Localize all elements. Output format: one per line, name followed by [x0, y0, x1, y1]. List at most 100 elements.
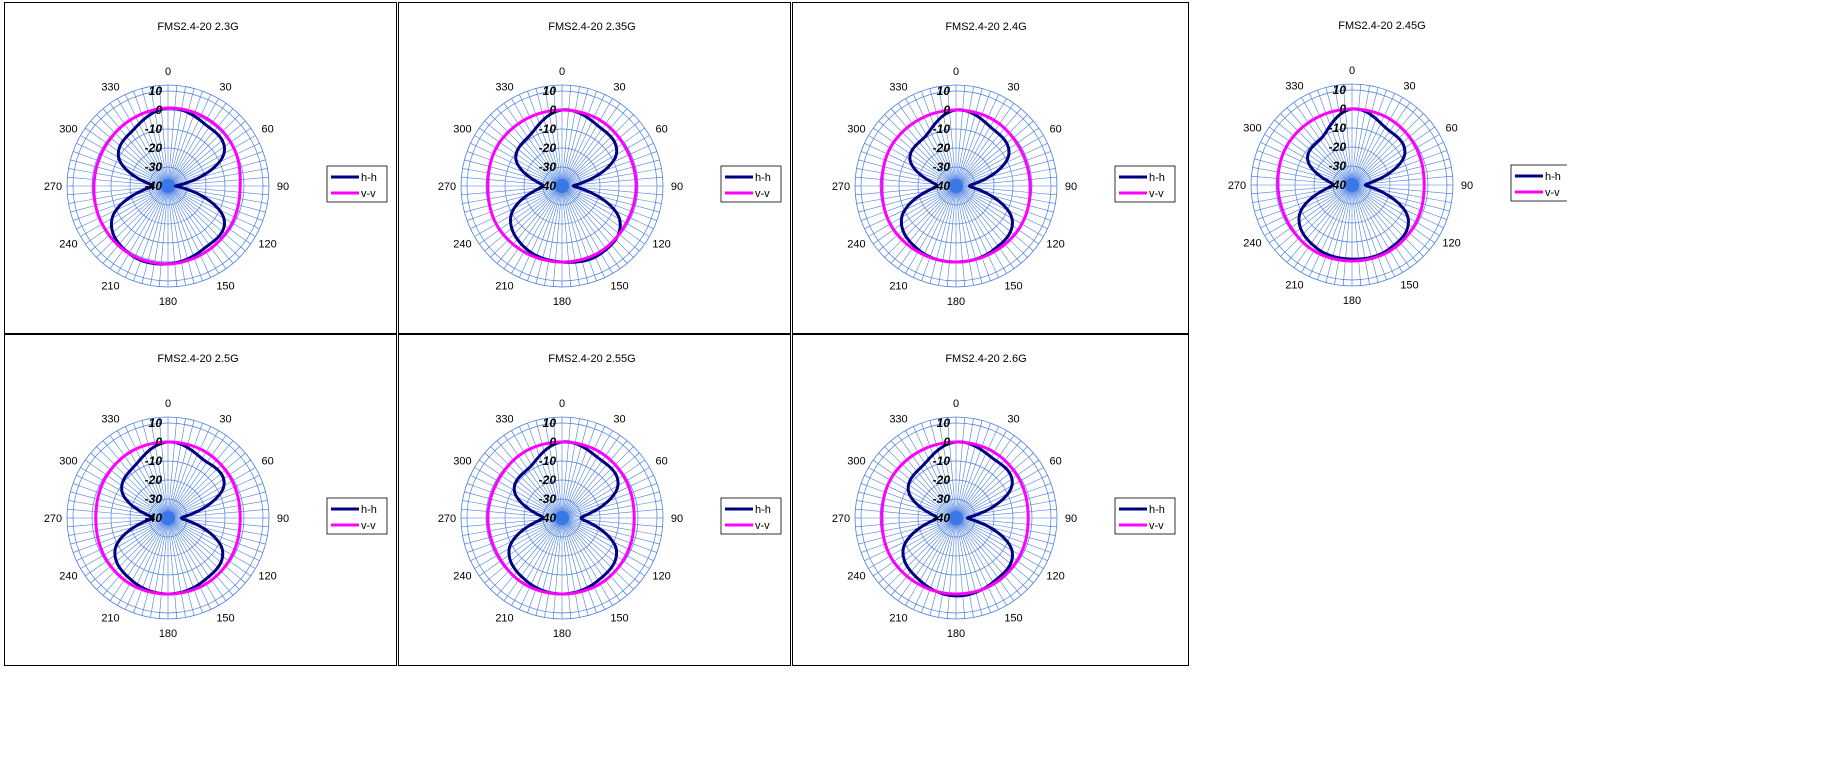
polar-spoke	[561, 185, 624, 259]
angle-tick-label: 210	[889, 613, 907, 625]
chart-panel: FMS2.4-20 2.5G 10 0 -10 -20 -30 -40 0 30 60 90 120 1…	[4, 334, 397, 666]
polar-spoke	[883, 517, 957, 580]
polar-tick-mark	[1434, 232, 1440, 236]
polar-spoke	[1260, 184, 1353, 210]
polar-tick-mark	[90, 120, 96, 126]
polar-spoke	[931, 426, 957, 519]
polar-tick-mark	[490, 114, 496, 120]
radial-tick-label: -40	[933, 511, 951, 525]
polar-spoke	[167, 185, 230, 259]
polar-spoke	[143, 426, 169, 519]
polar-tick-mark	[1446, 175, 1453, 178]
polar-spoke	[500, 445, 563, 519]
polar-tick-mark	[972, 418, 974, 425]
polar-spoke	[167, 185, 193, 278]
polar-spoke	[1284, 117, 1353, 186]
angle-tick-label: 150	[216, 613, 234, 625]
polar-tick-mark	[109, 263, 114, 269]
polar-tick-mark	[1016, 590, 1022, 596]
polar-tick-mark	[873, 459, 879, 464]
polar-spoke	[167, 185, 246, 241]
polar-spoke	[167, 424, 185, 519]
polar-spoke	[947, 517, 957, 613]
polar-spoke	[1351, 130, 1430, 186]
polar-tick-mark	[1441, 217, 1448, 220]
angle-tick-label: 90	[671, 513, 683, 525]
polar-tick-mark	[1429, 239, 1435, 244]
polar-tick-mark	[628, 446, 634, 452]
polar-spoke	[85, 470, 169, 519]
polar-tick-mark	[1260, 141, 1267, 146]
polar-spoke	[561, 424, 579, 519]
polar-tick-mark	[929, 88, 932, 95]
angle-tick-label: 330	[101, 81, 119, 93]
polar-spoke	[167, 185, 223, 264]
polar-spoke	[537, 185, 563, 278]
polar-center	[161, 511, 175, 525]
polar-spoke	[862, 501, 957, 519]
polar-tick-mark	[474, 135, 480, 139]
polar-spoke	[939, 185, 957, 280]
polar-tick-mark	[653, 210, 660, 213]
polar-tick-mark	[878, 120, 884, 126]
radial-tick-label: -30	[539, 160, 557, 174]
polar-tick-mark	[228, 258, 234, 264]
polar-spoke	[883, 185, 957, 248]
angle-tick-label: 300	[453, 124, 471, 136]
legend-label: v-v	[755, 520, 770, 532]
polar-spoke	[1351, 184, 1377, 277]
polar-spoke	[888, 517, 957, 586]
polar-tick-mark	[929, 609, 932, 616]
polar-tick-mark	[929, 420, 932, 427]
polar-spoke	[955, 424, 973, 519]
angle-tick-label: 330	[889, 81, 907, 93]
polar-tick-mark	[1342, 279, 1345, 286]
series-line-h-h	[901, 440, 1014, 598]
polar-tick-mark	[1252, 201, 1259, 203]
legend: h-h v-v	[720, 497, 782, 535]
polar-tick-mark	[1368, 85, 1370, 92]
polar-spoke	[561, 91, 571, 187]
chart-panel: FMS2.4-20 2.55G 10 0 -10 -20 -30 -40 0 30 60 90 120…	[398, 334, 791, 666]
polar-tick-mark	[1399, 267, 1403, 273]
polar-spoke	[484, 131, 563, 187]
polar-spoke	[78, 153, 169, 187]
polar-spoke	[561, 138, 645, 187]
angle-tick-label: 0	[559, 398, 565, 410]
polar-spoke	[862, 169, 957, 187]
polar-spoke	[866, 485, 957, 519]
polar-spoke	[95, 456, 169, 519]
polar-spoke	[167, 131, 246, 187]
angle-tick-label: 150	[1400, 280, 1418, 292]
polar-outer-ring	[1250, 83, 1454, 287]
polar-spoke	[100, 517, 169, 586]
legend-label: v-v	[1545, 187, 1560, 199]
polar-spoke	[489, 517, 563, 580]
polar-spoke	[167, 185, 255, 227]
polar-spoke	[167, 185, 236, 254]
legend-label: h-h	[1149, 172, 1165, 184]
angle-tick-label: 330	[889, 413, 907, 425]
polar-tick-mark	[552, 612, 555, 619]
polar-spoke	[529, 96, 563, 187]
polar-spoke	[955, 185, 973, 280]
polar-spoke	[127, 431, 169, 519]
polar-tick-mark	[1045, 151, 1052, 154]
polar-spoke	[561, 185, 617, 264]
polar-tick-mark	[466, 483, 473, 486]
polar-tick-mark	[855, 508, 862, 511]
polar-spoke	[81, 145, 169, 187]
polar-tick-mark	[856, 500, 863, 502]
polar-tick-mark	[616, 263, 621, 269]
polar-spoke	[923, 96, 957, 187]
polar-spoke	[894, 113, 957, 187]
polar-tick-mark	[601, 426, 606, 433]
polar-spoke	[955, 423, 965, 519]
polar-spoke	[120, 435, 169, 519]
polar-center	[555, 511, 569, 525]
polar-tick-mark	[257, 550, 264, 553]
polar-tick-mark	[479, 127, 485, 132]
polar-tick-mark	[1269, 239, 1275, 244]
polar-tick-mark	[158, 612, 161, 619]
polar-spoke	[561, 517, 617, 596]
